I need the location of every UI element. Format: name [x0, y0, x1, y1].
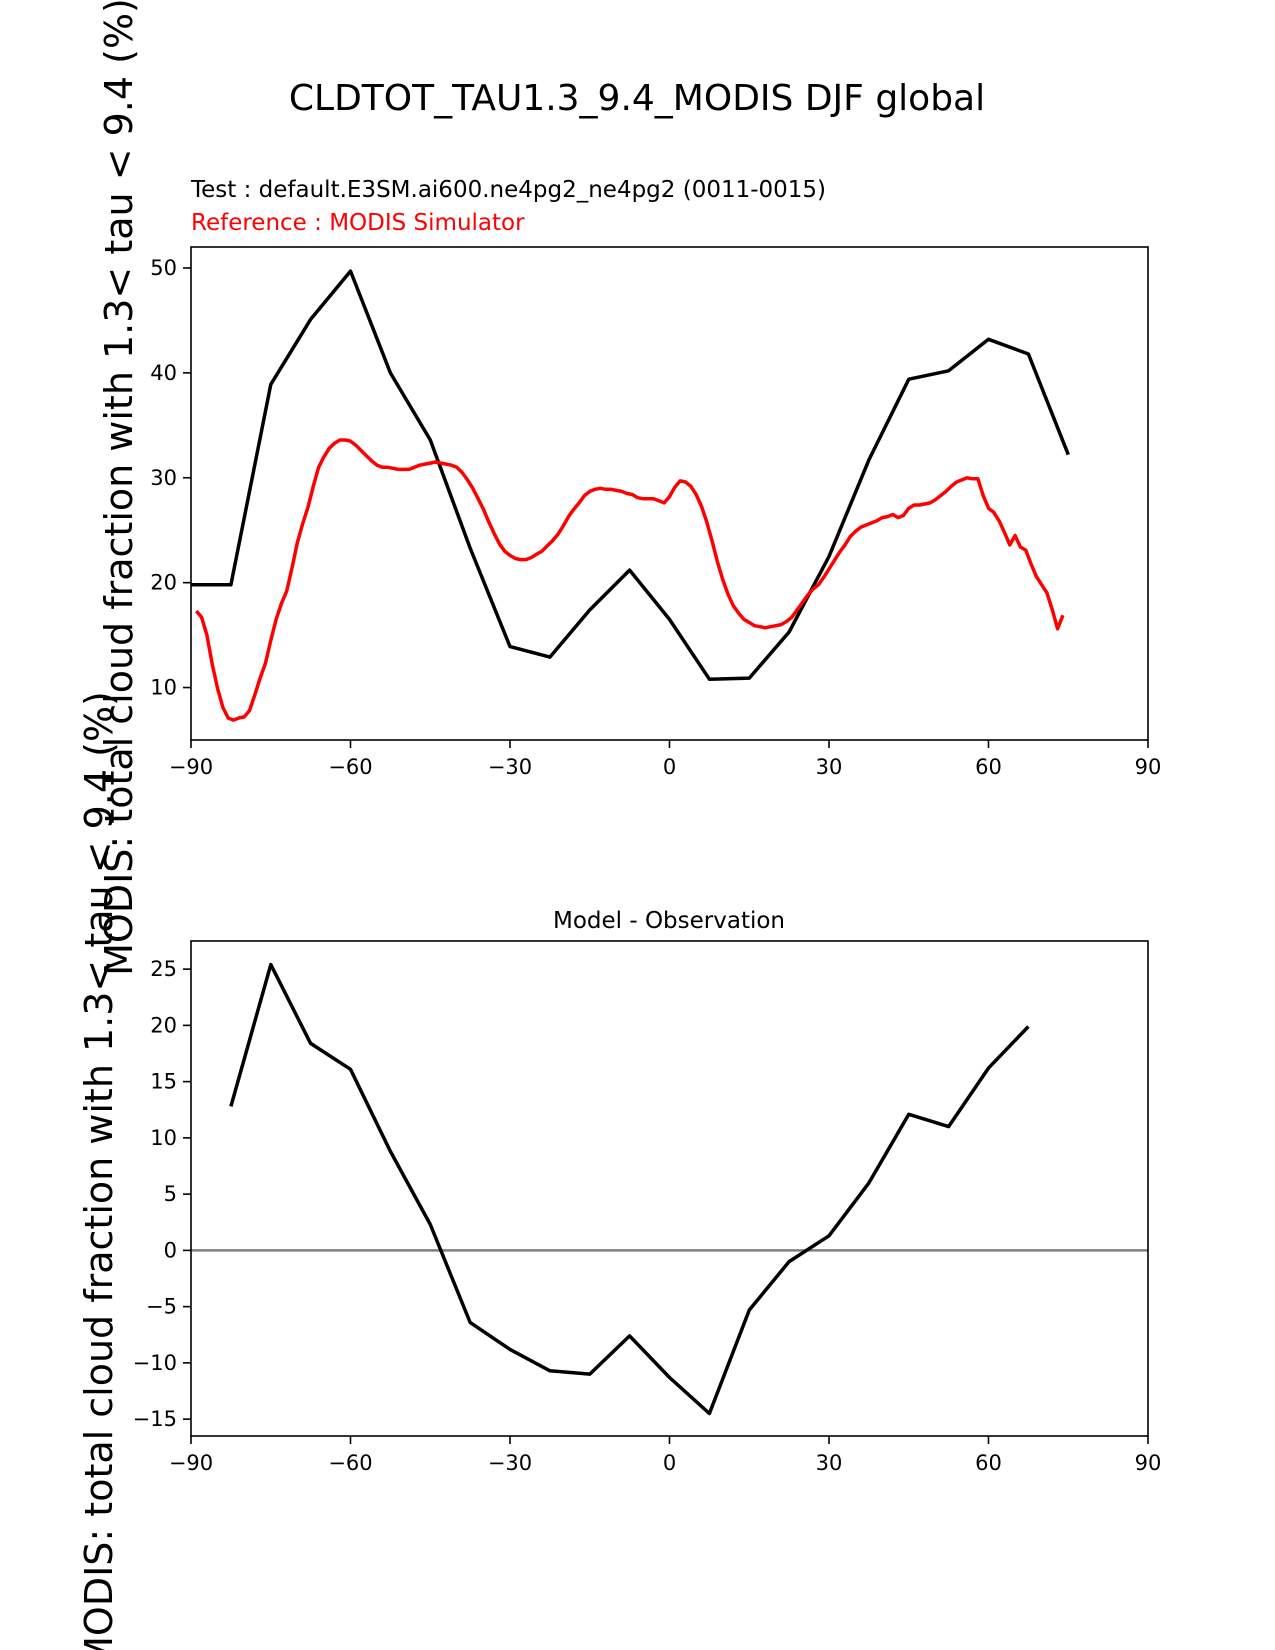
- x-tick-label: −60: [328, 1451, 372, 1475]
- y-tick-label: 0: [164, 1238, 177, 1262]
- figure-title: CLDTOT_TAU1.3_9.4_MODIS DJF global: [289, 78, 985, 119]
- test-series-line: [191, 269, 1070, 681]
- y-tick-label: 10: [150, 676, 177, 700]
- x-tick-label: 60: [975, 1451, 1002, 1475]
- x-tick-label: 90: [1135, 755, 1162, 779]
- x-tick-label: 90: [1135, 1451, 1162, 1475]
- y-tick-label: 40: [150, 361, 177, 385]
- y-tick-label: 5: [164, 1182, 177, 1206]
- x-tick-label: 0: [663, 1451, 676, 1475]
- x-tick-label: 30: [816, 755, 843, 779]
- y-tick-label: −5: [146, 1295, 177, 1319]
- y-tick-label: −15: [133, 1407, 177, 1431]
- bottom-y-axis-label: MODIS: total cloud fraction with 1.3< ta…: [77, 691, 121, 1650]
- y-tick-label: 15: [150, 1070, 177, 1094]
- y-tick-label: −10: [133, 1351, 177, 1375]
- reference-series-line: [194, 438, 1065, 722]
- x-tick-label: 60: [975, 755, 1002, 779]
- y-tick-label: 25: [150, 957, 177, 981]
- y-tick-label: 20: [150, 1013, 177, 1037]
- bottom-panel-title: Model - Observation: [553, 908, 785, 934]
- test-label: Test : default.E3SM.ai600.ne4pg2_ne4pg2 …: [190, 177, 826, 203]
- top-y-axis-label: MODIS: total cloud fraction with 1.3< ta…: [97, 0, 141, 976]
- reference-label: Reference : MODIS Simulator: [191, 210, 525, 236]
- difference-plot: −90 −60 −30 0 30 60 90 −15 −10 −5 0 5 10 15 20 25: [133, 940, 1162, 1475]
- x-tick-label: 0: [663, 755, 676, 779]
- x-tick-label: −30: [488, 1451, 532, 1475]
- y-tick-label: 30: [150, 466, 177, 490]
- y-tick-label: 20: [150, 571, 177, 595]
- y-tick-label: 50: [150, 256, 177, 280]
- y-tick-label: 10: [150, 1126, 177, 1150]
- test-series-line: [229, 962, 1030, 1416]
- x-tick-label: −90: [169, 755, 213, 779]
- x-tick-label: −90: [169, 1451, 213, 1475]
- x-tick-label: 30: [816, 1451, 843, 1475]
- x-tick-label: −30: [488, 755, 532, 779]
- top-plot: −90 −60 −30 0 30 60 90 10 20 30 40 50: [150, 246, 1162, 779]
- x-tick-label: −60: [328, 755, 372, 779]
